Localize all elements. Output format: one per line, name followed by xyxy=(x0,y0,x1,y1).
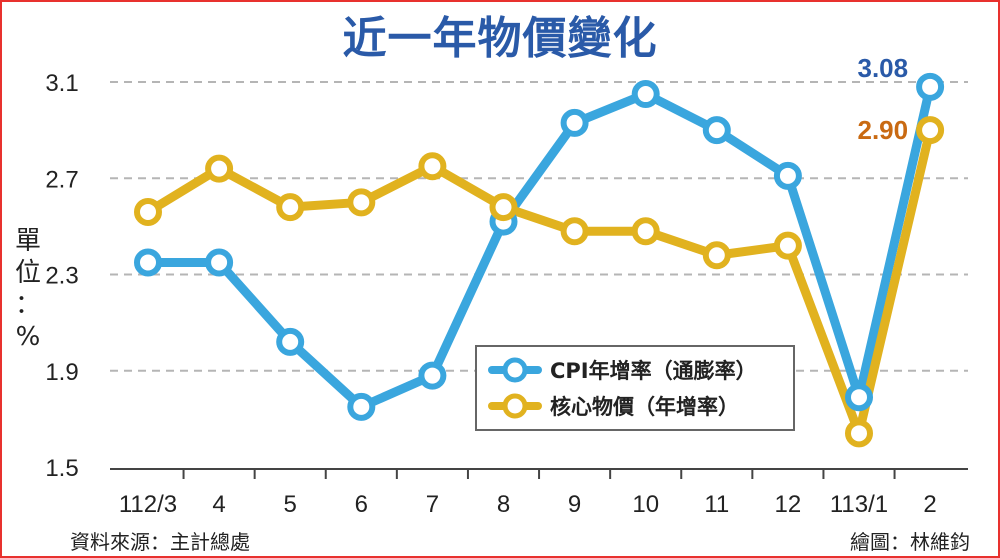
y-tick-label: 3.1 xyxy=(45,70,78,97)
data-point-cpi xyxy=(134,248,162,277)
x-tick-label: 113/1 xyxy=(830,491,888,518)
y-tick-label: 1.9 xyxy=(45,359,78,386)
data-point-core xyxy=(489,193,518,222)
legend-swatch-marker xyxy=(502,393,528,419)
data-point-cpi xyxy=(205,248,234,277)
data-point-core xyxy=(134,197,162,226)
series-line-cpi xyxy=(143,82,935,412)
data-source: 資料來源：主計總處 xyxy=(70,530,250,554)
data-point-core xyxy=(773,231,802,260)
x-tick-label: 2 xyxy=(923,491,936,518)
data-point-core xyxy=(347,188,376,217)
data-point-core xyxy=(205,154,234,183)
data-point-core xyxy=(916,116,945,145)
data-point-cpi xyxy=(773,161,802,190)
data-point-core xyxy=(560,217,589,246)
data-point-cpi xyxy=(560,108,589,137)
x-tick-label: 11 xyxy=(704,491,729,518)
data-point-cpi xyxy=(702,116,731,145)
x-tick-label: 5 xyxy=(284,491,297,518)
data-point-cpi xyxy=(418,361,447,390)
x-tick-label: 4 xyxy=(212,491,225,518)
legend-label: CPI年增率（通膨率） xyxy=(550,359,757,383)
data-point-cpi xyxy=(631,80,660,109)
x-tick-label: 10 xyxy=(632,491,659,518)
x-tick-label: 7 xyxy=(426,491,439,518)
chart-title: 近一年物價變化 xyxy=(342,13,658,64)
data-point-core xyxy=(631,217,660,246)
y-tick-label: 2.7 xyxy=(45,166,78,193)
data-point-cpi xyxy=(276,327,305,356)
x-tick-label: 9 xyxy=(568,491,581,518)
value-label: 2.90 xyxy=(857,115,908,145)
legend-box xyxy=(475,345,795,431)
data-point-cpi xyxy=(845,383,873,412)
data-point-core xyxy=(418,152,447,181)
data-point-core xyxy=(702,241,731,270)
x-tick-label: 8 xyxy=(497,491,510,518)
data-point-core xyxy=(845,419,873,448)
x-tick-label: 112/3 xyxy=(119,491,177,518)
y-tick-label: 2.3 xyxy=(45,263,78,290)
illustrator-credit: 繪圖：林維鈞 xyxy=(850,530,970,554)
x-tick-label: 6 xyxy=(355,491,368,518)
value-label: 3.08 xyxy=(857,53,908,83)
y-tick-label: 1.5 xyxy=(45,455,78,482)
data-point-core xyxy=(276,193,305,222)
data-point-cpi xyxy=(916,72,945,101)
data-point-cpi xyxy=(347,392,376,421)
y-axis-unit-label: 單位：% xyxy=(14,226,41,352)
legend-label: 核心物價（年增率） xyxy=(550,395,739,419)
legend-swatch-marker xyxy=(502,357,528,383)
x-tick-label: 12 xyxy=(775,491,802,518)
